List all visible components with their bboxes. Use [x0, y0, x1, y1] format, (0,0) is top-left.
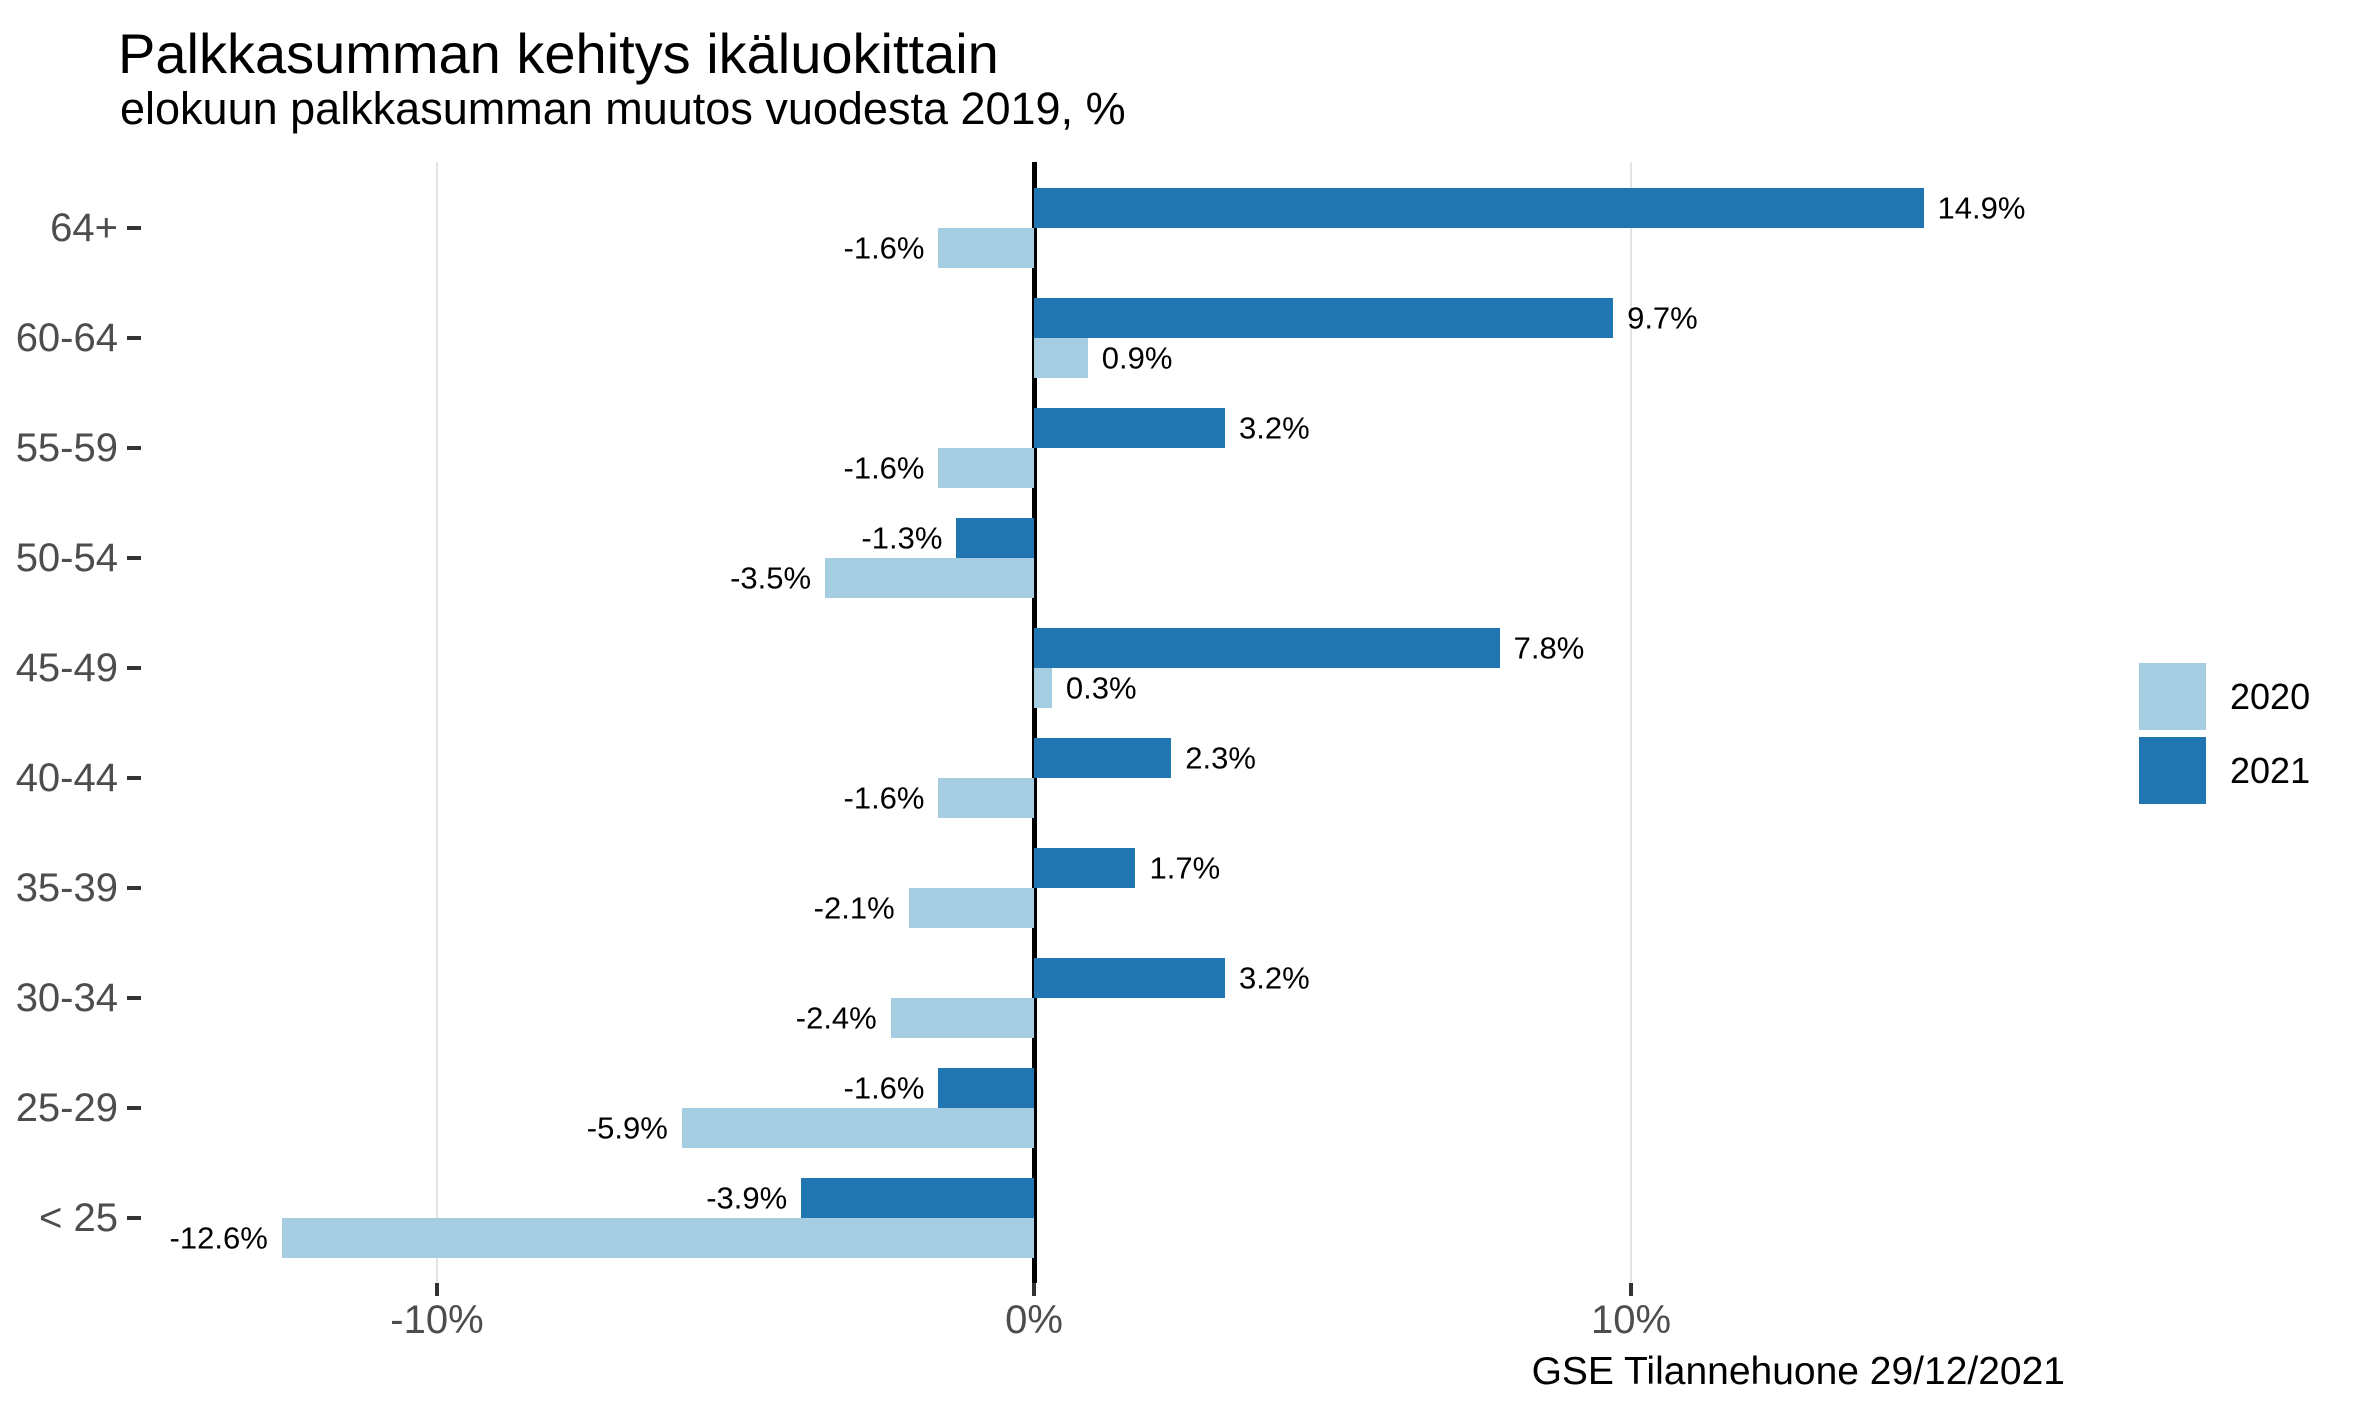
bar-2021-25 [801, 1178, 1034, 1218]
value-label-2021-25: -3.9% [706, 1180, 788, 1216]
y-axis-tick-30-34 [127, 996, 141, 1000]
gridline--10 [436, 162, 438, 1283]
value-label-2021-30-34: 3.2% [1239, 960, 1310, 996]
y-axis-label-40-44: 40-44 [15, 756, 118, 800]
value-label-2020-60-64: 0.9% [1101, 340, 1173, 376]
legend: 2020 2021 [2139, 663, 2310, 804]
y-axis-label-25-29: 25-29 [15, 1086, 118, 1130]
value-label-2021-60-64: 9.7% [1627, 300, 1698, 336]
value-label-2020-40-44: -1.6% [843, 780, 925, 816]
y-axis-label-35-39: 35-39 [15, 866, 118, 910]
bar-2021-64+ [1034, 188, 1924, 228]
bar-2020-64+ [938, 228, 1034, 268]
y-axis-tick-64+ [127, 226, 141, 230]
value-label-2020-50-54: -3.5% [730, 560, 812, 596]
value-label-2021-55-59: 3.2% [1239, 410, 1310, 446]
value-label-2020-25: -12.6% [169, 1220, 268, 1256]
y-axis-label-64+: 64+ [50, 206, 118, 250]
x-axis-label-10: -10% [390, 1298, 484, 1342]
bar-2021-45-49 [1034, 628, 1500, 668]
bar-2021-35-39 [1034, 848, 1136, 888]
bar-2020-55-59 [938, 448, 1034, 488]
chart-subtitle: elokuun palkkasumman muutos vuodesta 201… [120, 83, 1126, 134]
legend-label-2021: 2021 [2230, 749, 2311, 791]
bar-2020-25 [281, 1218, 1034, 1258]
y-axis-label-30-34: 30-34 [15, 976, 118, 1020]
value-label-2021-64+: 14.9% [1937, 190, 2026, 226]
source-caption: GSE Tilannehuone 29/12/2021 [1531, 1350, 2065, 1393]
bar-2021-30-34 [1034, 958, 1226, 998]
bar-2021-40-44 [1034, 738, 1172, 778]
bar-2020-25-29 [681, 1108, 1034, 1148]
x-axis-label-10: 10% [1590, 1298, 1672, 1342]
y-axis-label-55-59: 55-59 [15, 426, 118, 470]
legend-swatch-2020 [2139, 663, 2206, 730]
value-label-2020-30-34: -2.4% [795, 1000, 877, 1036]
bar-2021-55-59 [1034, 408, 1226, 448]
bar-2020-35-39 [908, 888, 1034, 928]
y-axis-tick-60-64 [127, 336, 141, 340]
y-axis-tick-25-29 [127, 1106, 141, 1110]
x-axis-tick-10 [1629, 1283, 1633, 1296]
bar-2020-40-44 [938, 778, 1034, 818]
legend-item-2021: 2021 [2139, 737, 2310, 804]
y-axis-tick-25 [127, 1216, 141, 1220]
legend-swatch-2021 [2139, 737, 2206, 804]
x-axis-label-0: 0% [1005, 1298, 1063, 1342]
y-axis-label-50-54: 50-54 [15, 536, 118, 580]
value-label-2020-45-49: 0.3% [1065, 670, 1137, 706]
bar-2021-60-64 [1034, 298, 1614, 338]
y-axis-tick-35-39 [127, 886, 141, 890]
chart-title: Palkkasumman kehitys ikäluokittain [118, 22, 999, 85]
value-label-2021-35-39: 1.7% [1149, 850, 1221, 886]
legend-label-2020: 2020 [2230, 675, 2311, 717]
value-label-2020-35-39: -2.1% [813, 890, 895, 926]
value-label-2020-25-29: -5.9% [586, 1110, 668, 1146]
bar-2020-60-64 [1034, 338, 1088, 378]
x-axis-tick-10 [435, 1283, 439, 1296]
value-label-2021-50-54: -1.3% [861, 520, 943, 556]
y-axis-tick-55-59 [127, 446, 141, 450]
bar-2020-30-34 [890, 998, 1034, 1038]
legend-item-2020: 2020 [2139, 663, 2310, 730]
y-axis-tick-40-44 [127, 776, 141, 780]
bar-2020-50-54 [825, 558, 1034, 598]
value-label-2021-45-49: 7.8% [1513, 630, 1585, 666]
y-axis-label-25: < 25 [39, 1196, 118, 1240]
value-label-2020-64+: -1.6% [843, 230, 925, 266]
value-label-2021-40-44: 2.3% [1185, 740, 1256, 776]
x-axis-tick-0 [1032, 1283, 1036, 1296]
y-axis-label-60-64: 60-64 [15, 316, 118, 360]
value-label-2020-55-59: -1.6% [843, 450, 925, 486]
bar-2020-45-49 [1034, 668, 1052, 708]
zero-baseline [1032, 162, 1037, 1283]
y-axis-tick-45-49 [127, 666, 141, 670]
y-axis-label-45-49: 45-49 [15, 646, 118, 690]
gridline-10 [1630, 162, 1632, 1283]
bar-2021-25-29 [938, 1068, 1034, 1108]
value-label-2021-25-29: -1.6% [843, 1070, 925, 1106]
y-axis-tick-50-54 [127, 556, 141, 560]
bar-2021-50-54 [956, 518, 1034, 558]
